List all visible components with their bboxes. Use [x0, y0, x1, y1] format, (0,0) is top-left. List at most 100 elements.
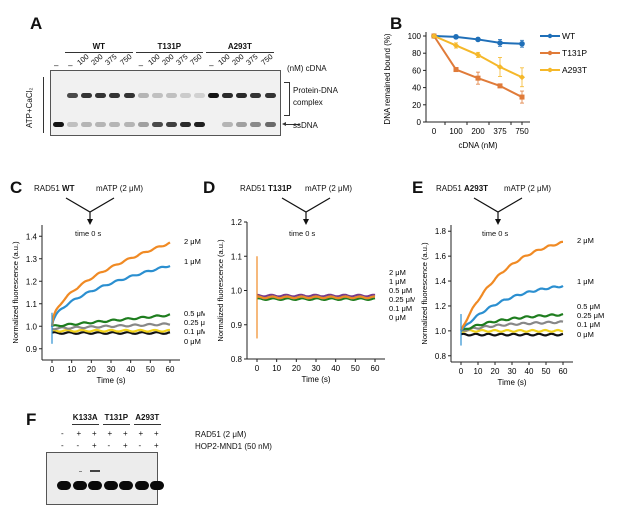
panel-f-rad51-sign: +	[138, 429, 144, 438]
panel-a-lane-label: –	[138, 61, 144, 70]
panel-e-series-label: 0.5 μM	[577, 302, 600, 311]
panel-c-trace-0p5M	[51, 313, 171, 328]
panel-b-point	[453, 42, 459, 49]
panel-f-rad51-sign: -	[61, 429, 64, 438]
panel-e-y-tick-label: 1.2	[435, 302, 447, 311]
panel-e-trace-0p25M	[460, 320, 564, 332]
panel-c-letter: C	[10, 178, 23, 197]
ssdna-band	[151, 122, 163, 127]
panel-a-letter: A	[30, 14, 43, 33]
panel-c-x-tick-label: 20	[87, 365, 96, 374]
product-band	[90, 470, 100, 472]
panel-d-x-tick-label: 20	[292, 364, 301, 373]
panel-e-y-tick-label: 1.6	[435, 252, 447, 261]
ssdna-band	[236, 122, 248, 127]
panel-b-legend-marker	[547, 50, 553, 56]
panel-c-y-tick-label: 1.3	[26, 255, 38, 264]
panel-e-y-label: Normalized fluorescence (a.u.)	[420, 242, 429, 345]
panel-b-y-tick-label: 80	[412, 49, 421, 58]
panel-f-rad51-label: RAD51 (2 μM)	[195, 430, 247, 439]
panel-f-rad51-sign: +	[76, 429, 82, 438]
panel-f-hop2-sign: +	[123, 441, 128, 450]
panel-d-y-tick-label: 0.9	[231, 321, 243, 330]
panel-b-y-tick-label: 0	[417, 118, 422, 127]
ssdna-label: ssDNA	[293, 121, 318, 130]
panel-c-series-label: 1 μM	[184, 257, 201, 266]
panel-a-group-a293t: A293T	[227, 42, 252, 51]
panel-d-protein-label: RAD51 T131P	[240, 184, 292, 193]
panel-e-y-tick-label: 1.8	[435, 227, 447, 236]
panel-e-trace-1M	[460, 284, 564, 332]
complex-band	[208, 93, 220, 98]
panel-c-trace-0M	[51, 331, 171, 335]
panel-d-trace-0M	[256, 293, 376, 298]
panel-a-group-wt: WT	[92, 42, 106, 51]
panel-e-series-label: 0.25 μM	[577, 311, 604, 320]
panel-e-trace-0p5M	[460, 312, 564, 332]
panel-c-x-tick-label: 0	[50, 365, 55, 374]
panel-e-x-label: Time (s)	[497, 378, 526, 387]
panel-c-series-label: 0.1 μM	[184, 327, 205, 336]
panel-c-mix-arrow-icon	[65, 197, 115, 225]
panel-b-point	[475, 75, 481, 81]
complex-band	[165, 93, 177, 98]
panel-d-y-tick-label: 1.2	[231, 218, 243, 227]
complex-band	[95, 93, 107, 98]
panel-a-lane-label: 750	[258, 52, 275, 67]
panel-d-series-label: 2 μM	[389, 268, 406, 277]
panel-a-gel	[50, 70, 281, 136]
panel-d-x-tick-label: 10	[272, 364, 281, 373]
ssdna-band	[194, 122, 205, 127]
panel-a-lane-label: 750	[117, 52, 134, 67]
panel-e-time-label: time 0 s	[482, 229, 509, 238]
panel-c-y-tick-label: 1.2	[26, 277, 38, 286]
panel-b-y-tick-label: 100	[408, 32, 422, 41]
panel-b-letter: B	[390, 14, 403, 33]
ssdna-arrowhead-icon	[282, 122, 286, 126]
substrate-band	[150, 481, 164, 490]
ssdna-band	[123, 122, 135, 127]
panel-f-rad51-sign: +	[123, 429, 128, 438]
panel-f-hop2-label: HOP2-MND1 (50 nM)	[195, 442, 272, 451]
panel-c-protein-label: RAD51 WT	[34, 184, 75, 193]
panel-d-y-tick-label: 1.0	[231, 287, 243, 296]
ssdna-band	[95, 122, 107, 127]
panel-e-x-tick-label: 50	[542, 367, 551, 376]
panel-e-x-tick-label: 30	[508, 367, 517, 376]
panel-f-letter: F	[26, 410, 37, 429]
panel-b-point	[497, 63, 503, 70]
panel-b-x-tick-label: 0	[432, 127, 437, 136]
ssdna-band	[81, 122, 93, 127]
panel-f-group-rule	[133, 424, 161, 425]
panel-c-x-tick-label: 60	[166, 365, 175, 374]
panel-b-legend-marker	[547, 67, 553, 73]
panel-c-trace-1M	[50, 265, 171, 328]
panel-e-x-tick-label: 0	[459, 367, 464, 376]
panel-f-rad51-sign: +	[107, 429, 113, 438]
panel-d-chart: 0.8 0.9 1.0 1.1 1.2 0 10 20 30 40 50 60 Time (s) Norm…	[216, 218, 415, 384]
panel-c-series-label: 0.5 μM	[184, 309, 205, 318]
panel-c-x-tick-label: 50	[146, 365, 155, 374]
ssdna-band	[137, 122, 149, 127]
panel-d-mix-arrow-icon	[281, 197, 331, 225]
panel-f-group-k133a: K133A	[72, 413, 98, 422]
complex-band	[137, 93, 149, 98]
panel-c-x-tick-label: 30	[107, 365, 116, 374]
panel-d-x-tick-label: 60	[371, 364, 380, 373]
complex-label-line2: complex	[293, 98, 323, 107]
panel-b-point	[453, 34, 459, 40]
ssdna-band	[179, 122, 191, 127]
panel-a-lane-label: 375	[244, 52, 260, 67]
ssdna-band	[250, 122, 262, 127]
panel-e-series-label: 0 μM	[577, 330, 594, 339]
panel-c-y-tick-label: 0.9	[26, 345, 38, 354]
panel-a-group-rule	[135, 52, 204, 53]
panel-e-chart: 0.8 1.0 1.2 1.4 1.6 1.8 0 10 20 30 40 50 60 Time (s) N…	[420, 225, 604, 387]
panel-a-side-rule	[43, 77, 44, 133]
panel-b-x-tick-label: 375	[493, 127, 507, 136]
panel-f-group-rule	[71, 424, 99, 425]
panel-c-nucleotide-label: mATP (2 μM)	[96, 184, 143, 193]
panel-b-point	[497, 83, 503, 89]
panel-e-x-tick-label: 60	[559, 367, 568, 376]
panel-c-y-tick-label: 1.4	[26, 232, 38, 241]
